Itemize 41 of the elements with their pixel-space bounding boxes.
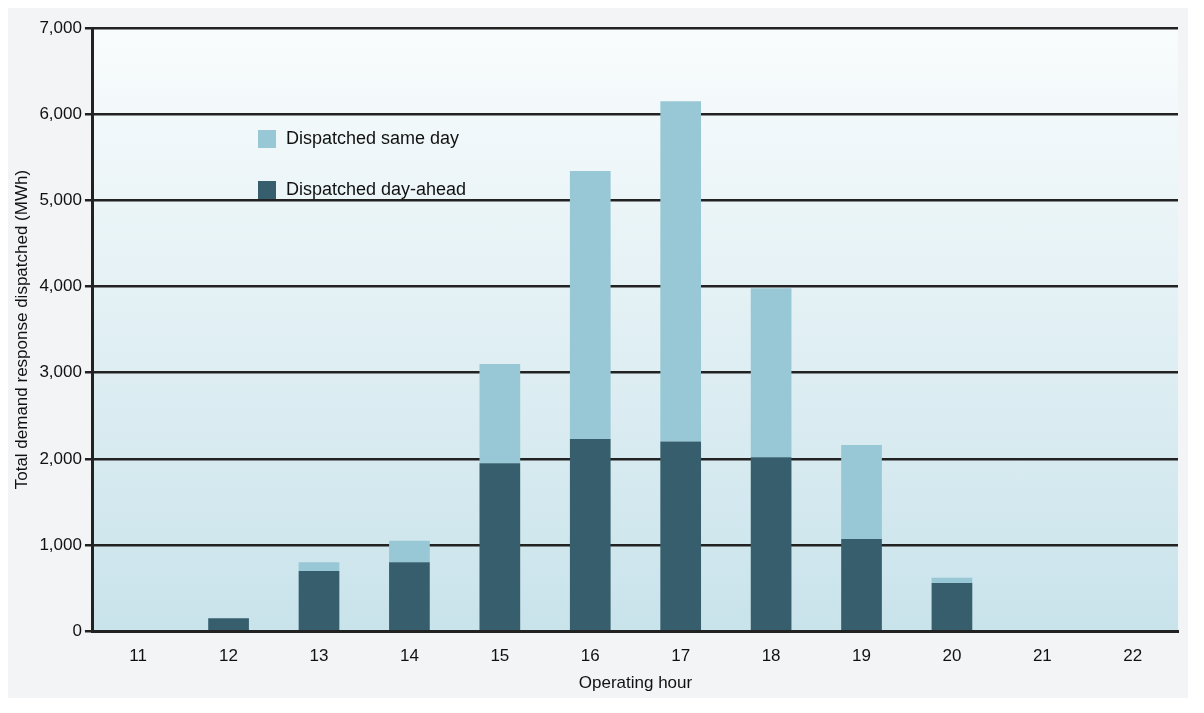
legend-label: Dispatched same day bbox=[286, 128, 460, 149]
x-tick-label: 18 bbox=[761, 646, 781, 666]
bar bbox=[931, 582, 973, 630]
y-tick-label: 4,000 bbox=[39, 276, 82, 296]
bar bbox=[479, 463, 521, 630]
bar bbox=[389, 562, 430, 630]
bar bbox=[660, 101, 702, 442]
x-tick-label: 11 bbox=[129, 646, 147, 666]
x-tick-label: 12 bbox=[219, 646, 239, 666]
bar bbox=[389, 540, 430, 563]
y-tick-label: 1,000 bbox=[39, 534, 82, 554]
x-tick-label: 20 bbox=[942, 646, 962, 666]
x-tick-label: 14 bbox=[399, 646, 419, 666]
bar bbox=[931, 577, 973, 583]
y-axis-title: Total demand response dispatched (MWh) bbox=[11, 169, 31, 490]
x-axis-title: Operating hour bbox=[578, 673, 693, 693]
bar bbox=[298, 570, 340, 630]
x-tick-label: 15 bbox=[490, 646, 510, 666]
bar bbox=[208, 618, 249, 630]
bar bbox=[841, 445, 882, 539]
bar bbox=[750, 288, 792, 458]
y-tick-label: 3,000 bbox=[39, 362, 82, 382]
y-tick-label: 7,000 bbox=[39, 17, 82, 37]
y-tick-label: 2,000 bbox=[39, 448, 82, 468]
bar bbox=[660, 441, 702, 630]
bar bbox=[298, 562, 340, 571]
x-tick-label: 19 bbox=[852, 646, 871, 666]
y-tick-label: 6,000 bbox=[39, 103, 82, 123]
x-tick-label: 16 bbox=[580, 646, 600, 666]
x-tick-label: 13 bbox=[309, 646, 329, 666]
bar bbox=[569, 171, 611, 440]
bar bbox=[479, 364, 521, 464]
x-tick-label: 17 bbox=[671, 646, 691, 666]
x-tick-label: 21 bbox=[1032, 646, 1052, 666]
x-tick-label: 22 bbox=[1123, 646, 1143, 666]
bar bbox=[841, 539, 882, 630]
y-tick-label: 5,000 bbox=[39, 190, 82, 210]
bar bbox=[750, 457, 792, 630]
bar bbox=[569, 439, 611, 630]
y-tick-label: 0 bbox=[72, 620, 82, 640]
legend-label: Dispatched day-ahead bbox=[286, 179, 467, 200]
